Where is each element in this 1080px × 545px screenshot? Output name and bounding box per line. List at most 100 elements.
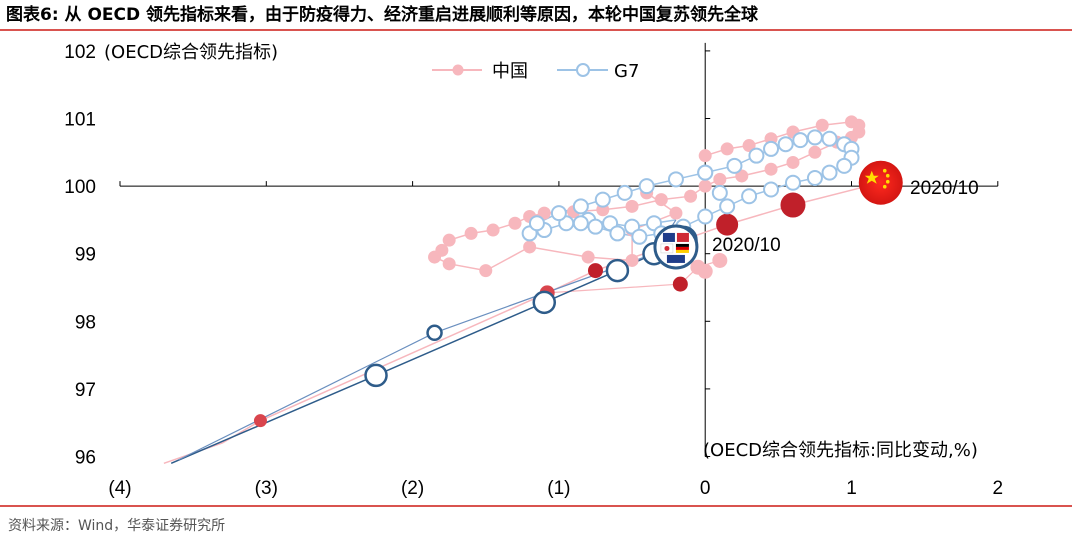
g7-point bbox=[711, 184, 728, 201]
china-point bbox=[625, 199, 639, 213]
ca-flag-icon bbox=[676, 232, 689, 242]
china-point bbox=[698, 149, 712, 163]
china-flag-small-star-icon bbox=[885, 179, 890, 184]
g7-point bbox=[605, 258, 630, 283]
china-point bbox=[672, 276, 688, 292]
g7-point bbox=[667, 171, 684, 188]
g7-point bbox=[821, 130, 838, 147]
x-tick-label: (2) bbox=[401, 478, 424, 499]
china-point bbox=[669, 206, 683, 220]
g7-point bbox=[748, 147, 765, 164]
g7-point bbox=[528, 215, 545, 232]
x-tick-label: (4) bbox=[108, 478, 131, 499]
china-flag-icon bbox=[858, 160, 903, 205]
china-point bbox=[442, 257, 456, 271]
y-tick-label: 101 bbox=[64, 110, 96, 131]
g7-point bbox=[763, 140, 780, 157]
china-point bbox=[587, 263, 603, 279]
footer-divider bbox=[0, 505, 1072, 507]
figure-title: 图表6: 从 OECD 领先指标来看，由于防疫得力、经济重启进展顺利等原因，本轮… bbox=[6, 5, 759, 25]
x-tick-label: (1) bbox=[547, 478, 570, 499]
china-dip-line bbox=[547, 259, 720, 294]
y-tick-label: 96 bbox=[75, 448, 96, 469]
g7-point bbox=[784, 174, 801, 191]
g7-point bbox=[616, 184, 633, 201]
y-tick-label: 98 bbox=[75, 312, 96, 333]
x-tick-label: 1 bbox=[846, 478, 857, 499]
g7-point bbox=[550, 205, 567, 222]
china-point bbox=[581, 250, 595, 264]
china-point bbox=[442, 233, 456, 247]
china-point bbox=[780, 192, 806, 218]
china-point bbox=[684, 189, 698, 203]
g7-point bbox=[763, 181, 780, 198]
x-tick-label: (3) bbox=[255, 478, 278, 499]
y-tick-label: 100 bbox=[64, 177, 96, 198]
g7-point bbox=[697, 164, 714, 181]
x-tick-label: 0 bbox=[700, 478, 711, 499]
g7-point bbox=[587, 218, 604, 235]
de-flag-band-black bbox=[675, 243, 689, 247]
china-point bbox=[697, 263, 713, 279]
china-point bbox=[435, 243, 449, 257]
g7-point bbox=[638, 178, 655, 195]
china-latest-label: 2020/10 bbox=[910, 178, 979, 199]
y-tick-label: 102 bbox=[64, 42, 96, 63]
china-point bbox=[815, 118, 829, 132]
legend-china-marker bbox=[452, 64, 464, 76]
g7-point bbox=[532, 290, 557, 315]
china-point bbox=[508, 216, 522, 230]
g7-recovery-line bbox=[170, 242, 677, 464]
china-recovery-line bbox=[163, 181, 881, 465]
china-flag-star-icon bbox=[864, 170, 879, 184]
china-flag-small-star-icon bbox=[882, 168, 887, 173]
china-point bbox=[464, 226, 478, 240]
g7-point bbox=[572, 215, 589, 232]
de-flag-band-red bbox=[675, 246, 689, 250]
title-divider bbox=[0, 29, 1072, 31]
china-point bbox=[654, 193, 668, 207]
jp-flag-dot bbox=[664, 245, 670, 251]
china-point bbox=[764, 162, 778, 176]
g7-point bbox=[806, 129, 823, 146]
g7-secondary-line bbox=[178, 219, 677, 461]
g7-point bbox=[719, 198, 736, 215]
legend-china-label: 中国 bbox=[492, 61, 528, 82]
china-point bbox=[712, 252, 728, 268]
y-tick-label: 97 bbox=[75, 380, 96, 401]
y-axis-title: (OECD综合领先指标) bbox=[104, 42, 278, 63]
g7-point bbox=[777, 136, 794, 153]
china-point bbox=[479, 264, 493, 278]
china-point bbox=[720, 142, 734, 156]
china-point bbox=[845, 115, 858, 129]
g7-point bbox=[792, 132, 809, 149]
g7-point bbox=[697, 208, 714, 225]
g7-point bbox=[609, 225, 626, 242]
g7-point bbox=[364, 363, 388, 388]
china-point bbox=[253, 414, 267, 428]
oecd-cli-scatter-chart: (4) (3) (2) (1) 0 1 2 96 97 98 99 100 101 102 (OECD综合领… bbox=[64, 42, 1004, 499]
china-point bbox=[486, 223, 500, 237]
china-point bbox=[716, 213, 739, 236]
g7-point bbox=[726, 157, 743, 174]
y-tick-label: 99 bbox=[75, 245, 96, 266]
china-point bbox=[523, 240, 537, 254]
china-point bbox=[808, 145, 822, 159]
g7-point bbox=[572, 198, 589, 215]
g7-point bbox=[821, 164, 838, 181]
x-axis-title: (OECD综合领先指标:同比变动,%) bbox=[703, 440, 978, 461]
g7-latest-label: 2020/10 bbox=[712, 235, 781, 256]
uk-flag-icon bbox=[666, 254, 685, 263]
g7-point bbox=[741, 188, 758, 205]
china-point bbox=[625, 253, 639, 267]
china-point bbox=[786, 155, 800, 169]
source-note: 资料来源：Wind，华泰证券研究所 bbox=[8, 518, 226, 534]
x-tick-label: 2 bbox=[993, 478, 1004, 499]
china-flag-small-star-icon bbox=[882, 184, 887, 189]
legend-g7-marker bbox=[576, 63, 590, 77]
g7-point bbox=[806, 169, 823, 186]
china-flag-small-star-icon bbox=[885, 173, 890, 178]
de-flag-band-gold bbox=[675, 249, 689, 253]
china-point bbox=[698, 179, 712, 193]
g7-point bbox=[631, 228, 648, 245]
